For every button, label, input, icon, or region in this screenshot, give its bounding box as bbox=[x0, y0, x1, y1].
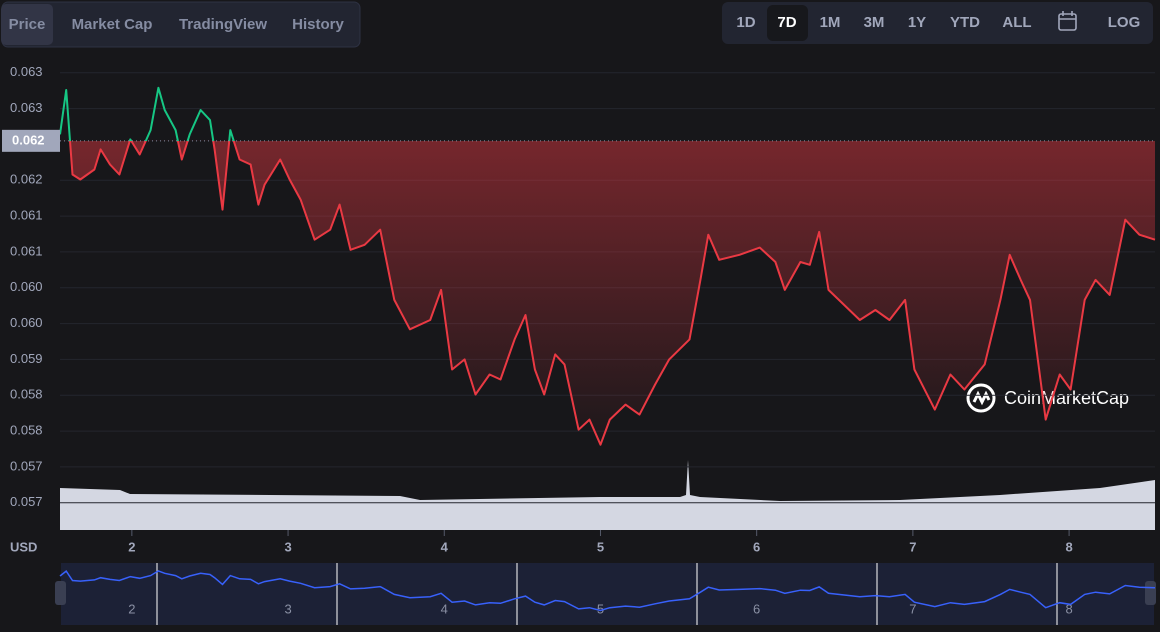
range-button[interactable]: 1Y bbox=[908, 14, 926, 31]
navigator-tick-label: 2 bbox=[128, 601, 135, 616]
tab[interactable]: Market Cap bbox=[72, 16, 153, 33]
navigator-tick-label: 5 bbox=[597, 601, 604, 616]
navigator-handle[interactable] bbox=[1145, 581, 1156, 605]
navigator-tick-label: 6 bbox=[753, 601, 760, 616]
y-axis-label: USD bbox=[10, 539, 37, 554]
x-tick-label: 4 bbox=[441, 539, 449, 554]
y-tick-label: 0.060 bbox=[10, 315, 43, 330]
watermark-logo bbox=[966, 383, 996, 413]
x-tick-label: 6 bbox=[753, 539, 760, 554]
y-tick-label: 0.063 bbox=[10, 100, 43, 115]
y-tick-label: 0.061 bbox=[10, 243, 43, 258]
price-line bbox=[59, 86, 1156, 446]
log-button[interactable]: LOG bbox=[1108, 14, 1141, 31]
y-tick-label: 0.057 bbox=[10, 458, 43, 473]
range-button[interactable]: YTD bbox=[950, 14, 980, 31]
tab-active-bg bbox=[1, 4, 53, 45]
range-bar bbox=[722, 2, 1153, 44]
range-button[interactable]: 3M bbox=[864, 14, 885, 31]
navigator-tick-label: 8 bbox=[1065, 601, 1072, 616]
tab[interactable]: Price bbox=[9, 16, 46, 33]
range-active-bg bbox=[767, 5, 808, 41]
x-tick-label: 3 bbox=[284, 539, 291, 554]
x-tick-label: 2 bbox=[128, 539, 135, 554]
volume-area bbox=[60, 460, 1155, 530]
range-button[interactable]: 1M bbox=[820, 14, 841, 31]
y-tick-label: 0.058 bbox=[10, 423, 43, 438]
x-tick-label: 7 bbox=[909, 539, 916, 554]
reference-label: 0.062 bbox=[12, 132, 45, 147]
tab[interactable]: History bbox=[292, 16, 344, 33]
range-button[interactable]: 7D bbox=[777, 14, 796, 31]
y-tick-label: 0.057 bbox=[10, 494, 43, 509]
y-tick-label: 0.059 bbox=[10, 351, 43, 366]
navigator-tick-label: 4 bbox=[441, 601, 448, 616]
y-tick-label: 0.062 bbox=[10, 172, 43, 187]
y-tick-label: 0.061 bbox=[10, 208, 43, 223]
tab[interactable]: TradingView bbox=[179, 16, 267, 33]
y-tick-label: 0.058 bbox=[10, 387, 43, 402]
navigator-handle[interactable] bbox=[55, 581, 66, 605]
x-tick-label: 8 bbox=[1065, 539, 1072, 554]
navigator-tick-label: 3 bbox=[284, 601, 291, 616]
navigator-line bbox=[59, 570, 1156, 612]
navigator-tick-label: 7 bbox=[909, 601, 916, 616]
price-area bbox=[69, 140, 1155, 445]
range-button[interactable]: 1D bbox=[736, 14, 755, 31]
watermark: CoinMarketCap bbox=[1004, 388, 1129, 408]
x-tick-label: 5 bbox=[597, 539, 604, 554]
navigator bbox=[61, 563, 1154, 625]
navigator-dividers bbox=[156, 563, 1058, 625]
range-button[interactable]: ALL bbox=[1002, 14, 1031, 31]
y-tick-label: 0.060 bbox=[10, 279, 43, 294]
reference-label-bg bbox=[2, 129, 60, 152]
calendar-icon[interactable] bbox=[1058, 11, 1077, 31]
y-tick-label: 0.063 bbox=[10, 64, 43, 79]
